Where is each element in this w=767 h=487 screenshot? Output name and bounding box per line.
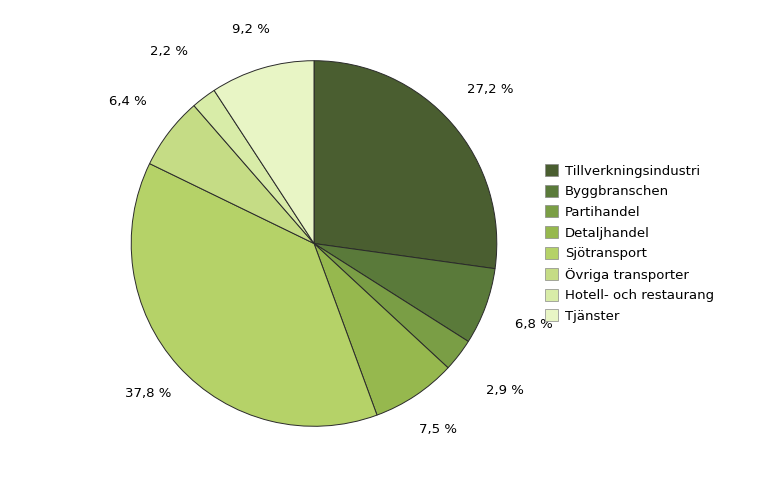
Wedge shape (214, 61, 314, 244)
Text: 27,2 %: 27,2 % (467, 83, 514, 96)
Text: 9,2 %: 9,2 % (232, 23, 269, 36)
Wedge shape (131, 164, 377, 426)
Legend: Tillverkningsindustri, Byggbranschen, Partihandel, Detaljhandel, Sjötransport, Ö: Tillverkningsindustri, Byggbranschen, Pa… (542, 160, 718, 327)
Text: 2,2 %: 2,2 % (150, 44, 187, 57)
Wedge shape (314, 244, 495, 341)
Text: 6,8 %: 6,8 % (515, 318, 552, 331)
Text: 6,4 %: 6,4 % (110, 95, 147, 108)
Wedge shape (194, 91, 314, 244)
Wedge shape (314, 244, 469, 368)
Wedge shape (314, 244, 448, 415)
Text: 7,5 %: 7,5 % (419, 423, 456, 435)
Wedge shape (150, 106, 314, 244)
Text: 37,8 %: 37,8 % (125, 387, 172, 399)
Text: 2,9 %: 2,9 % (486, 384, 524, 397)
Wedge shape (314, 61, 497, 269)
